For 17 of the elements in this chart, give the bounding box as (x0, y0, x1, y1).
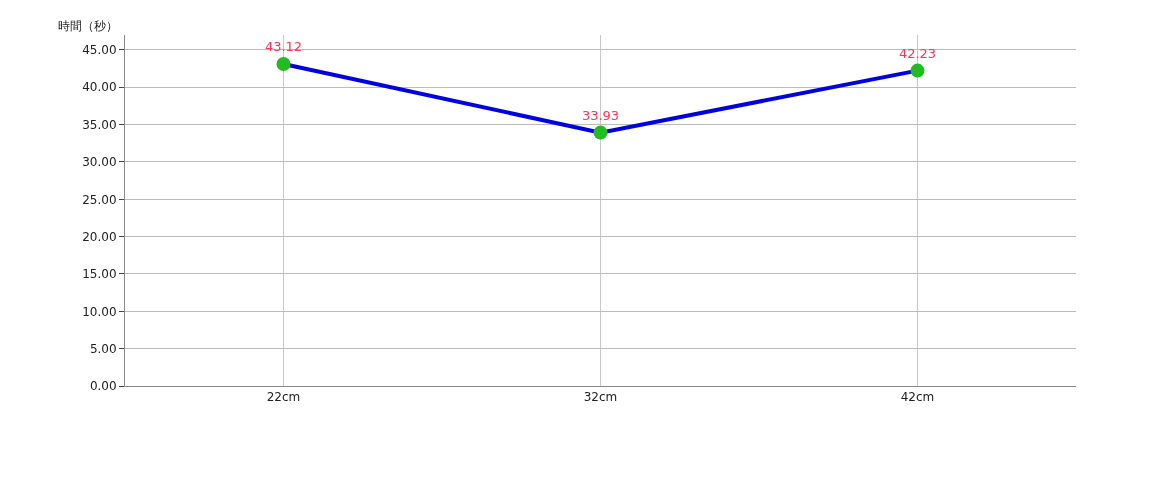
x-tick-label: 42cm (900, 390, 935, 405)
y-tick-label: 5.00 (89, 341, 117, 356)
y-tick-label: 15.00 (82, 267, 117, 282)
y-tick-label: 25.00 (82, 192, 117, 207)
y-tick-label: 30.00 (82, 155, 117, 170)
y-tick-label: 35.00 (82, 117, 117, 132)
y-tick-label: 10.00 (82, 304, 117, 319)
x-tick-label: 22cm (266, 390, 301, 405)
data-label: 43.12 (264, 38, 303, 54)
y-tick-label: 20.00 (82, 229, 117, 244)
data-label: 42.23 (898, 45, 937, 61)
y-tick-label: 40.00 (82, 80, 117, 95)
data-label: 33.93 (581, 107, 620, 123)
y-tick-label: 0.00 (89, 379, 117, 394)
y-axis-title: 時間（秒） (58, 19, 118, 33)
x-tick-label: 32cm (583, 390, 618, 405)
y-tick-label: 45.00 (82, 43, 117, 58)
